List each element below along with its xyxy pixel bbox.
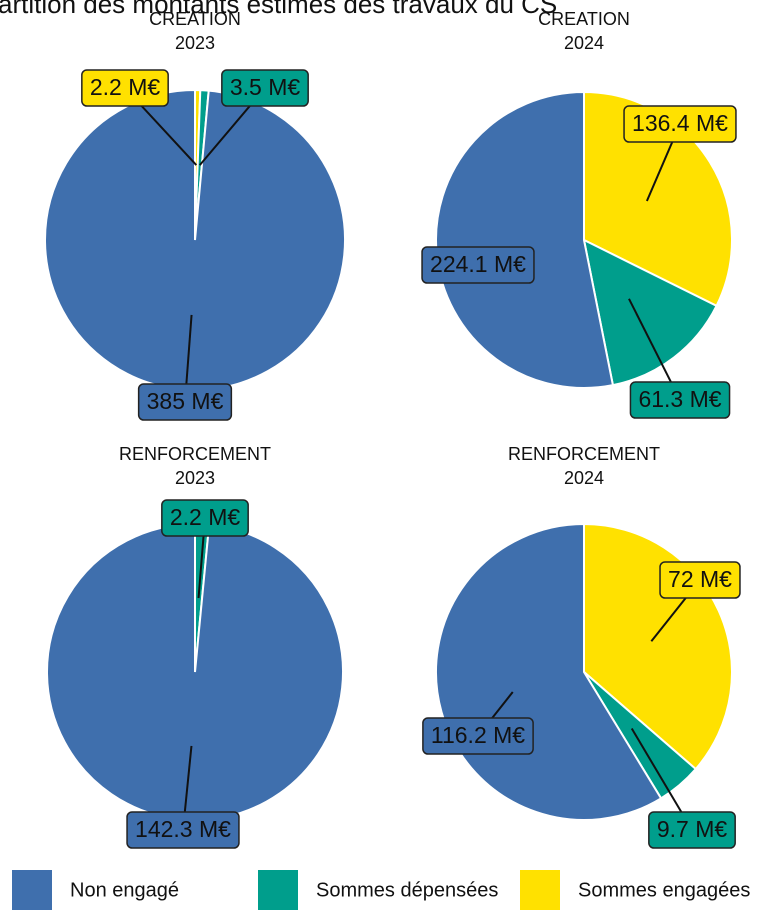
data-label-text: 2.2 M€ — [90, 74, 161, 100]
label-box — [81, 69, 169, 107]
data-label-text: 9.7 M€ — [657, 816, 728, 842]
data-label: 72 M€ — [659, 561, 741, 599]
pie-slice — [583, 90, 733, 308]
data-label-text: 385 M€ — [147, 388, 224, 414]
chart-title: RENFORCEMENT — [508, 444, 660, 464]
chart-title: CREATION — [538, 9, 630, 29]
label-box — [137, 383, 233, 421]
legend-swatch — [520, 870, 560, 910]
data-label-text: 61.3 M€ — [638, 386, 721, 412]
legend-label: Non engagé — [70, 879, 179, 901]
legend-swatch — [12, 870, 52, 910]
legend-label: Sommes dépensées — [316, 879, 498, 901]
label-box — [422, 717, 534, 755]
data-label: 116.2 M€ — [422, 717, 534, 755]
legend-swatch — [258, 870, 298, 910]
data-label-text: 2.2 M€ — [170, 504, 241, 530]
data-label: 2.2 M€ — [81, 69, 169, 107]
page-title: artition des montants estimés des travau… — [0, 0, 557, 19]
label-box — [623, 105, 737, 143]
data-label-text: 136.4 M€ — [632, 110, 728, 136]
chart-title: RENFORCEMENT — [119, 444, 271, 464]
label-box — [421, 246, 535, 284]
legend-label: Sommes engagées — [578, 879, 750, 901]
chart-subtitle: 2023 — [175, 468, 215, 488]
data-label: 385 M€ — [137, 383, 233, 421]
data-label: 224.1 M€ — [421, 246, 535, 284]
chart-subtitle: 2023 — [175, 33, 215, 53]
data-label: 61.3 M€ — [629, 381, 731, 419]
chart-subtitle: 2024 — [564, 468, 604, 488]
label-box — [659, 561, 741, 599]
label-box — [648, 811, 736, 849]
data-label-text: 142.3 M€ — [135, 816, 231, 842]
data-label-text: 224.1 M€ — [430, 251, 526, 277]
data-label-text: 116.2 M€ — [431, 722, 525, 748]
data-label: 2.2 M€ — [161, 499, 249, 537]
data-label: 136.4 M€ — [623, 105, 737, 143]
data-label-text: 72 M€ — [668, 566, 732, 592]
label-box — [221, 69, 309, 107]
pie-slice — [582, 238, 718, 387]
data-label: 9.7 M€ — [648, 811, 736, 849]
label-box — [161, 499, 249, 537]
data-label: 3.5 M€ — [221, 69, 309, 107]
chart-subtitle: 2024 — [564, 33, 604, 53]
data-label-text: 3.5 M€ — [230, 74, 301, 100]
chart-title: CREATION — [149, 9, 241, 29]
data-label: 142.3 M€ — [126, 811, 240, 849]
label-box — [629, 381, 731, 419]
label-box — [126, 811, 240, 849]
pie-slice — [46, 522, 344, 821]
pie-slice — [44, 88, 346, 391]
